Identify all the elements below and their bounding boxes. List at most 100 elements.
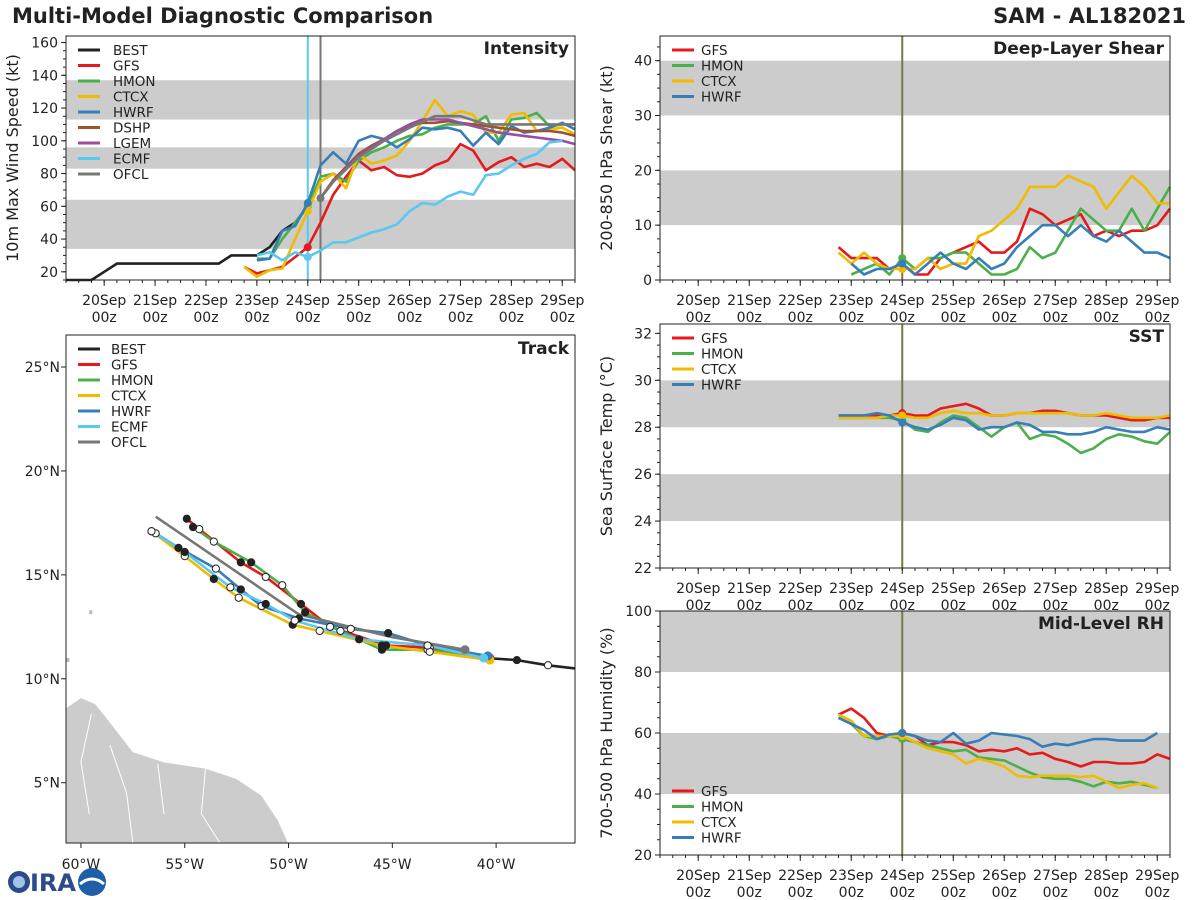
x-tick-label-hour: 00z (550, 310, 575, 326)
track-marker (236, 558, 245, 567)
init-marker-hmon (898, 254, 907, 263)
x-tick-label-day: 24Sep (880, 581, 924, 597)
x-tick-label-day: 29Sep (540, 293, 584, 309)
legend-label: ECMF (113, 152, 150, 168)
rh-panel: 2040608010020Sep00z21Sep00z22Sep00z23Sep… (597, 604, 1179, 900)
x-tick-label-day: 26Sep (982, 293, 1026, 309)
legend-label: CTCX (111, 389, 147, 405)
init-marker-ctcx (898, 265, 907, 274)
legend-label: CTCX (701, 362, 737, 378)
x-tick-label-day: 21Sep (727, 868, 771, 884)
shaded-band (660, 170, 1170, 226)
lat-tick-label: 20°N (25, 464, 60, 480)
x-tick-label-hour: 00z (1145, 885, 1170, 900)
x-tick-label-day: 23Sep (829, 581, 873, 597)
x-tick-label-hour: 00z (1094, 885, 1119, 900)
x-tick-label-hour: 00z (890, 598, 915, 614)
legend-label: HMON (701, 347, 744, 363)
x-tick-label-day: 21Sep (133, 293, 177, 309)
legend-label: HMON (701, 800, 744, 816)
y-axis-label: 200-850 hPa Shear (kt) (597, 65, 616, 251)
x-tick-label-hour: 00z (737, 885, 762, 900)
x-tick-label-hour: 00z (992, 885, 1017, 900)
lat-tick-label: 10°N (25, 672, 60, 688)
track-marker (147, 527, 156, 536)
y-tick-label: 28 (634, 420, 652, 436)
legend-label: GFS (111, 358, 138, 374)
x-tick-label-hour: 00z (448, 310, 473, 326)
x-tick-label-day: 25Sep (931, 293, 975, 309)
x-tick-label-day: 29Sep (1135, 581, 1179, 597)
x-tick-label-day: 26Sep (982, 868, 1026, 884)
track-marker (346, 624, 355, 634)
storm-id: SAM - AL182021 (993, 4, 1186, 28)
y-tick-label: 32 (634, 326, 652, 342)
panel-title: Deep-Layer Shear (993, 39, 1164, 59)
series-line-hwrf (837, 716, 1158, 749)
y-tick-label: 20 (40, 265, 58, 281)
y-tick-label: 24 (634, 514, 652, 530)
x-tick-label-hour: 00z (244, 310, 269, 326)
track-marker (384, 628, 393, 638)
x-tick-label-hour: 00z (788, 598, 813, 614)
legend-label: HMON (113, 74, 156, 90)
y-tick-label: 30 (634, 109, 652, 125)
series-line-ctcx (837, 174, 1170, 271)
y-tick-label: 40 (634, 787, 652, 803)
x-tick-label-hour: 00z (1043, 310, 1068, 326)
track-marker (301, 608, 310, 617)
series-line-ctcx (838, 409, 1171, 420)
x-tick-label-day: 21Sep (727, 581, 771, 597)
track-panel: 60°W 55°W 50°W 45°W 40°W5°N10°N15°N20°N25°NT… (25, 334, 576, 873)
track-marker (296, 599, 306, 609)
x-tick-label-hour: 00z (788, 310, 813, 326)
series-line-ctcx (837, 713, 1158, 790)
legend-label: OFCL (113, 167, 149, 183)
init-marker-ctcx (898, 411, 907, 420)
legend-label: OFCL (111, 435, 147, 451)
x-tick-label-day: 28Sep (489, 293, 533, 309)
x-tick-label-hour: 00z (295, 310, 320, 326)
x-tick-label-hour: 00z (1094, 310, 1119, 326)
map-frame (65, 334, 576, 844)
y-tick-label: 26 (634, 467, 652, 483)
track-marker (512, 655, 521, 665)
track-marker (278, 581, 287, 590)
x-tick-label-day: 23Sep (829, 868, 873, 884)
x-tick-label-hour: 00z (737, 310, 762, 326)
x-tick-label-day: 27Sep (1033, 293, 1077, 309)
legend-label: BEST (113, 43, 148, 59)
x-tick-label-hour: 00z (1094, 598, 1119, 614)
legend-label: GFS (701, 43, 728, 59)
track-marker (234, 593, 243, 602)
legend-label: HWRF (113, 105, 154, 121)
svg-text:IRA: IRA (30, 869, 76, 897)
x-tick-label-day: 27Sep (1033, 868, 1077, 884)
x-tick-label-hour: 00z (346, 310, 371, 326)
country-border (80, 714, 92, 814)
init-marker-ofcl (316, 194, 325, 203)
x-tick-label-hour: 00z (941, 310, 966, 326)
x-tick-label-day: 20Sep (82, 293, 126, 309)
series-line-ofcl (319, 114, 575, 199)
x-tick-label-day: 24Sep (880, 293, 924, 309)
x-tick-label-hour: 00z (992, 598, 1017, 614)
x-tick-label-hour: 00z (839, 598, 864, 614)
legend-label: ECMF (111, 420, 148, 436)
x-tick-label-day: 28Sep (1084, 581, 1128, 597)
y-tick-label: 60 (634, 726, 652, 742)
legend-label: CTCX (701, 74, 737, 90)
x-tick-label-day: 21Sep (727, 293, 771, 309)
shear-panel: 01020304020Sep00z21Sep00z22Sep00z23Sep00… (597, 35, 1179, 326)
track-marker (188, 522, 198, 532)
x-tick-label-hour: 00z (142, 310, 167, 326)
legend-label: HWRF (111, 404, 152, 420)
lat-tick-label: 5°N (34, 776, 60, 792)
x-tick-label-day: 25Sep (931, 581, 975, 597)
track-marker (174, 543, 183, 552)
track-marker (261, 572, 270, 582)
x-tick-label-day: 25Sep (337, 293, 381, 309)
y-axis-label: 10m Max Wind Speed (kt) (3, 54, 22, 262)
x-tick-label-day: 28Sep (1084, 293, 1128, 309)
